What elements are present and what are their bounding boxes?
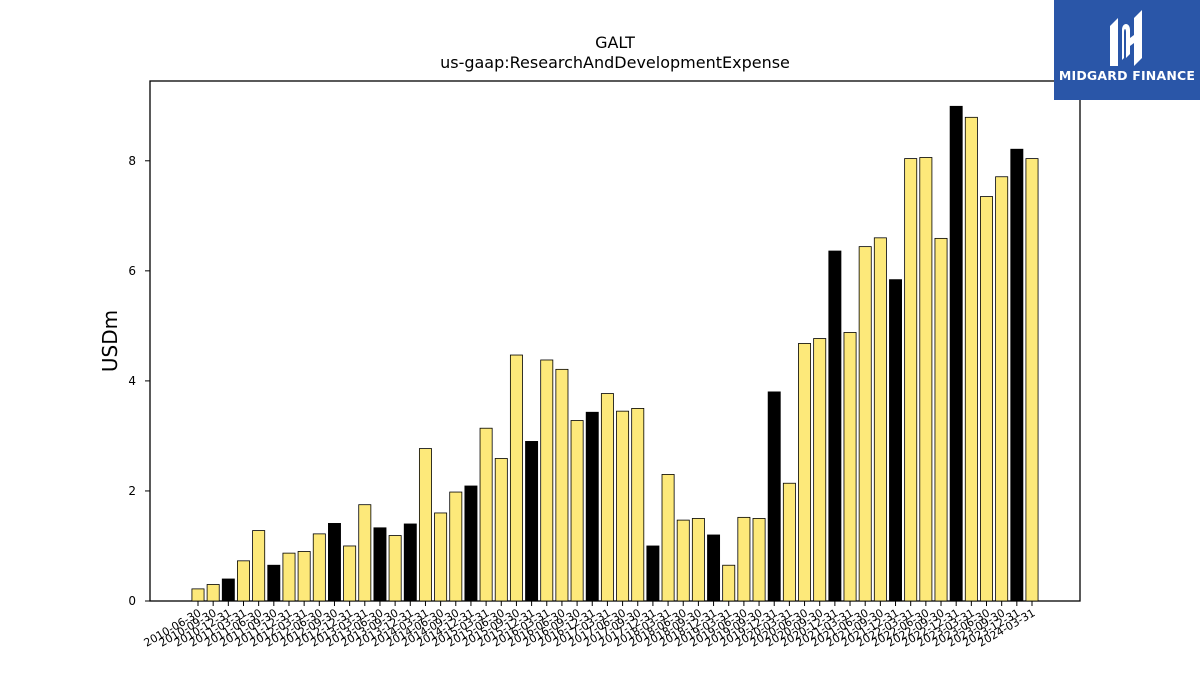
bar-2020-09-30 (813, 338, 827, 602)
bar-2011-12-31 (282, 552, 296, 602)
bar-2023-12-31 (1010, 148, 1024, 602)
bar-2010-09-30 (206, 584, 220, 602)
bar-2021-03-31 (843, 332, 857, 602)
bar-2022-09-30 (934, 237, 948, 602)
bar-2012-03-31 (297, 551, 311, 602)
y-tick-label: 2 (128, 484, 136, 498)
y-tick-label: 4 (128, 374, 136, 388)
bar-2021-09-30 (873, 237, 887, 602)
logo-text: MIDGARD FINANCE (1058, 68, 1196, 83)
bar-2021-06-30 (858, 246, 872, 602)
bar-2017-06-30 (616, 410, 630, 602)
bar-2014-06-30 (434, 512, 448, 602)
bar-2020-03-31 (782, 482, 796, 602)
bar-2019-06-30 (737, 516, 751, 602)
bar-2023-03-31 (964, 116, 978, 602)
bar-2022-03-31 (904, 158, 918, 602)
chart-subtitle: us-gaap:ResearchAndDevelopmentExpense (440, 53, 790, 72)
bar-2023-06-30 (980, 196, 993, 602)
bar-2019-03-31 (722, 564, 736, 602)
bar-2013-12-31 (403, 523, 417, 602)
plot-frame (149, 80, 1081, 602)
bar-2018-09-30 (691, 518, 705, 602)
midgard-finance-logo: MIDGARD FINANCE (1054, 0, 1200, 100)
bar-2021-12-31 (889, 279, 902, 602)
bar-2014-09-30 (449, 491, 463, 602)
bar-2012-12-31 (343, 545, 357, 602)
bar-2011-06-30 (252, 530, 266, 602)
bar-2015-06-30 (494, 458, 508, 602)
bar-2020-06-30 (798, 343, 812, 602)
bar-2014-12-31 (464, 485, 478, 602)
bar-2013-09-30 (388, 535, 402, 602)
bar-2013-03-31 (358, 504, 372, 602)
bar-2012-09-30 (328, 523, 341, 602)
bar-2024-03-31 (1025, 158, 1039, 602)
bar-2012-06-30 (312, 533, 326, 602)
bar-2016-06-30 (555, 368, 569, 602)
bar-2019-12-31 (767, 391, 781, 602)
bar-2010-12-31 (221, 578, 235, 602)
bar-2016-03-31 (540, 359, 554, 602)
bar-2017-03-31 (600, 393, 614, 602)
bar-2017-12-31 (646, 545, 660, 602)
bar-2019-09-30 (752, 518, 766, 602)
bar-2011-03-31 (237, 560, 250, 602)
bar-2013-06-30 (373, 527, 387, 602)
y-tick-label: 6 (128, 264, 136, 278)
midgard-logo-mark-icon (1110, 10, 1142, 66)
bar-2010-06-30 (191, 588, 205, 602)
bar-2020-12-31 (828, 250, 842, 602)
bar-2017-09-30 (631, 408, 645, 602)
bar-2023-09-30 (995, 176, 1009, 602)
y-tick-label: 0 (128, 594, 136, 608)
bar-2011-09-30 (267, 564, 281, 602)
bar-2016-09-30 (570, 420, 584, 602)
bar-2015-09-30 (509, 354, 523, 602)
chart-title: GALT (595, 33, 635, 52)
bar-2018-12-31 (707, 534, 721, 602)
bar-2022-06-30 (919, 157, 933, 602)
bar-2015-03-31 (479, 427, 493, 602)
bar-2018-06-30 (676, 519, 690, 602)
bar-2018-03-31 (661, 474, 675, 602)
bar-2016-12-31 (585, 411, 599, 602)
bar-2015-12-31 (525, 441, 539, 602)
bar-2022-12-31 (949, 105, 963, 602)
y-axis-label: USDm (98, 310, 122, 372)
bar-2014-03-31 (418, 448, 432, 602)
y-tick-label: 8 (128, 154, 136, 168)
